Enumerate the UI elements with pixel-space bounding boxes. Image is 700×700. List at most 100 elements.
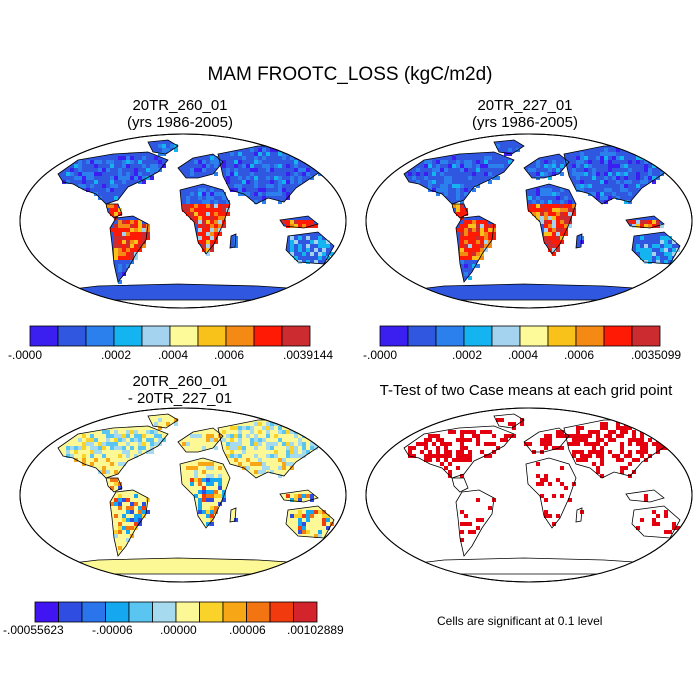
grid-cell <box>282 152 286 156</box>
grid-cell <box>560 446 564 450</box>
grid-cell <box>226 434 230 438</box>
grid-cell <box>318 534 322 538</box>
grid-cell <box>122 438 126 442</box>
grid-cell <box>306 172 310 176</box>
grid-cell <box>488 430 492 434</box>
grid-cell <box>82 180 86 184</box>
grid-cell <box>266 442 270 446</box>
grid-cell <box>484 156 488 160</box>
grid-cell <box>592 168 596 172</box>
grid-cell <box>146 232 150 236</box>
grid-cell <box>326 526 330 530</box>
grid-cell <box>600 474 604 478</box>
grid-cell <box>556 434 560 438</box>
grid-cell <box>476 224 480 228</box>
grid-cell <box>472 232 476 236</box>
grid-cell <box>456 208 460 212</box>
grid-cell <box>294 164 298 168</box>
grid-cell <box>274 442 278 446</box>
grid-cell <box>492 228 496 232</box>
grid-cell <box>214 208 218 212</box>
grid-cell <box>230 434 234 438</box>
grid-cell <box>476 442 480 446</box>
grid-cell <box>86 442 90 446</box>
grid-cell <box>444 168 448 172</box>
grid-cell <box>290 156 294 160</box>
grid-cell <box>456 192 460 196</box>
grid-cell <box>432 188 436 192</box>
coastline-madagascar <box>229 507 237 523</box>
grid-cell <box>158 426 162 430</box>
grid-cell <box>608 196 612 200</box>
grid-cell <box>118 462 122 466</box>
grid-cell <box>476 228 480 232</box>
grid-cell <box>464 224 468 228</box>
grid-cell <box>500 418 504 422</box>
grid-cell <box>436 438 440 442</box>
grid-cell <box>552 228 556 232</box>
grid-cell <box>560 216 564 220</box>
grid-cell <box>660 434 664 438</box>
grid-cell <box>210 490 214 494</box>
grid-cell <box>282 430 286 434</box>
grid-cell <box>74 176 78 180</box>
grid-cell <box>150 164 154 168</box>
grid-cell <box>600 160 604 164</box>
grid-cell <box>190 482 194 486</box>
grid-cell <box>82 434 86 438</box>
grid-cell <box>258 462 262 466</box>
grid-cell <box>90 438 94 442</box>
grid-cell <box>242 450 246 454</box>
grid-cell <box>238 152 242 156</box>
grid-cell <box>302 252 306 256</box>
grid-cell <box>436 454 440 458</box>
colorbar-box <box>631 325 661 347</box>
grid-cell <box>234 168 238 172</box>
grid-cell <box>656 450 660 454</box>
grid-cell <box>242 188 246 192</box>
grid-cell <box>468 248 472 252</box>
grid-cell <box>464 220 468 224</box>
grid-cell <box>286 196 290 200</box>
grid-cell <box>198 160 202 164</box>
grid-cell <box>218 474 222 478</box>
grid-cell <box>202 232 206 236</box>
grid-cell <box>254 168 258 172</box>
grid-cell <box>580 450 584 454</box>
grid-cell <box>194 474 198 478</box>
grid-cell <box>206 522 210 526</box>
grid-cell <box>548 514 552 518</box>
grid-cell <box>90 184 94 188</box>
grid-cell <box>596 470 600 474</box>
grid-cell <box>432 454 436 458</box>
panel-2-title: 20TR_227_01 (yrs 1986-2005) <box>472 97 578 131</box>
grid-cell <box>660 224 664 228</box>
grid-cell <box>472 530 476 534</box>
grid-cell <box>254 180 258 184</box>
grid-cell <box>118 252 122 256</box>
grid-cell <box>306 450 310 454</box>
grid-cell <box>488 164 492 168</box>
grid-cell <box>576 156 580 160</box>
grid-cell <box>302 430 306 434</box>
grid-cell <box>322 442 326 446</box>
coastline-indonesia <box>625 489 665 503</box>
grid-cell <box>464 430 468 434</box>
grid-cell <box>592 442 596 446</box>
grid-cell <box>600 438 604 442</box>
grid-cell <box>472 430 476 434</box>
grid-cell <box>612 164 616 168</box>
grid-cell <box>596 442 600 446</box>
grid-cell <box>664 152 668 156</box>
grid-cell <box>548 240 552 244</box>
grid-cell <box>222 160 226 164</box>
grid-cell <box>138 434 142 438</box>
grid-cell <box>186 442 190 446</box>
grid-cell <box>278 458 282 462</box>
grid-cell <box>202 510 206 514</box>
coastline-africa <box>179 457 231 529</box>
grid-cell <box>416 180 420 184</box>
grid-cell <box>644 176 648 180</box>
grid-cell <box>302 220 306 224</box>
grid-cell <box>464 454 468 458</box>
